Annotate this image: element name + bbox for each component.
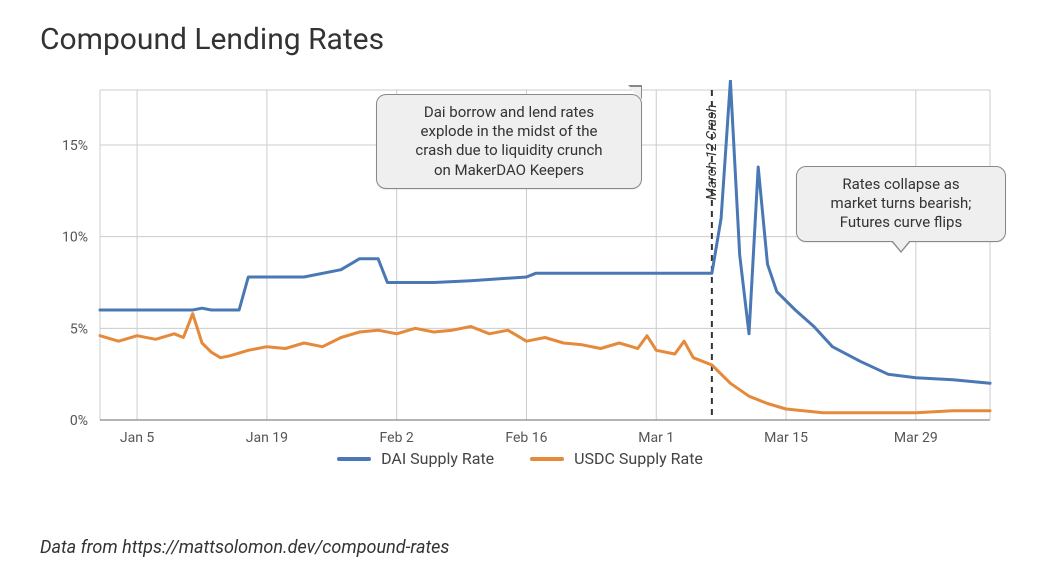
svg-text:15%: 15% — [62, 138, 88, 154]
legend-item-dai: DAI Supply Rate — [337, 449, 494, 468]
chart-container: 0% 5% 10% 15% Jan 5 Jan 19 Feb 2 Feb 16 Mar 1 Mar… — [40, 80, 1000, 490]
legend-label: USDC Supply Rate — [574, 449, 703, 468]
annotation-text: Dai borrow and lend ratesexplode in the … — [415, 103, 602, 179]
legend-label: DAI Supply Rate — [381, 449, 494, 468]
svg-text:0%: 0% — [70, 413, 88, 429]
annotation-liquidity-crunch: Dai borrow and lend ratesexplode in the … — [376, 94, 642, 189]
legend-swatch-icon — [530, 457, 564, 461]
page-root: Compound Lending Rates 0% 5% 10% 15% Jan 5 Ja… — [0, 0, 1042, 578]
svg-text:Feb 16: Feb 16 — [505, 430, 547, 446]
annotation-rates-collapse: Rates collapse asmarket turns bearish;Fu… — [796, 166, 1006, 242]
page-title: Compound Lending Rates — [40, 22, 384, 57]
svg-text:Mar 15: Mar 15 — [764, 430, 808, 446]
data-source-caption: Data from https://mattsolomon.dev/compou… — [40, 537, 449, 558]
svg-text:Jan 5: Jan 5 — [120, 430, 155, 446]
svg-text:Feb 2: Feb 2 — [380, 430, 414, 446]
annotation-text: Rates collapse asmarket turns bearish;Fu… — [831, 175, 972, 231]
speech-tail-icon — [628, 85, 642, 99]
legend-swatch-icon — [337, 457, 371, 461]
svg-text:5%: 5% — [70, 321, 88, 337]
svg-text:Jan 19: Jan 19 — [246, 430, 288, 446]
chart-legend: DAI Supply Rate USDC Supply Rate — [40, 449, 1000, 468]
speech-tail-icon — [891, 241, 911, 253]
svg-text:Mar 1: Mar 1 — [638, 430, 674, 446]
svg-text:Mar 29: Mar 29 — [894, 430, 938, 446]
legend-item-usdc: USDC Supply Rate — [530, 449, 703, 468]
svg-text:10%: 10% — [62, 230, 88, 246]
crash-line-label: March 12 Crash — [704, 105, 720, 200]
